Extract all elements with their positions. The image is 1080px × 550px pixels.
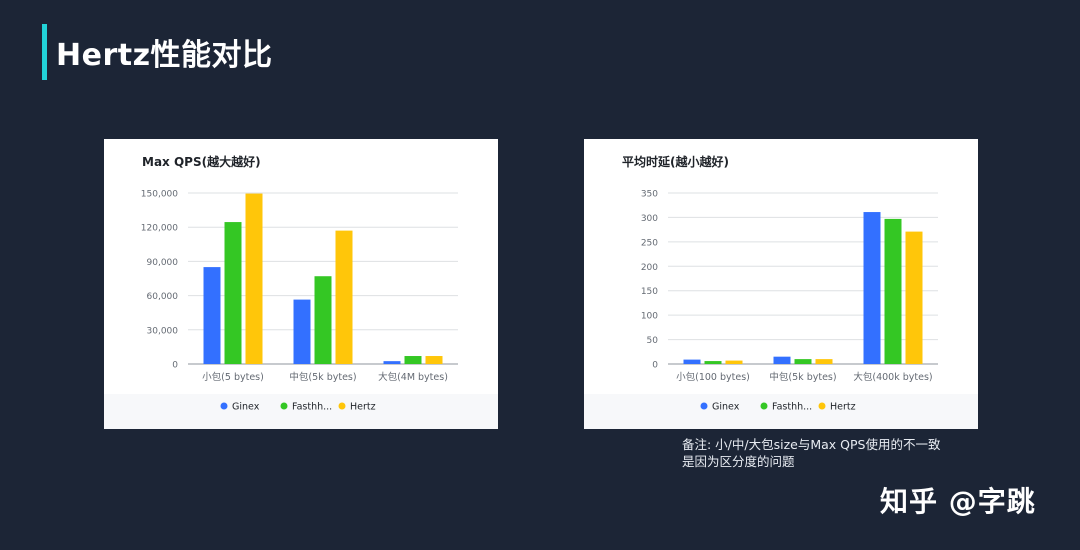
x-tick-label: 大包(4M bytes): [378, 371, 448, 383]
bar: [905, 231, 923, 364]
bar: [245, 193, 263, 364]
bar: [773, 356, 791, 364]
legend-marker: [818, 402, 826, 410]
chart-title: Max QPS(越大越好): [142, 154, 261, 169]
footnote: 备注: 小/中/大包size与Max QPS使用的不一致 是因为区分度的问题: [682, 436, 940, 470]
y-tick-label: 90,000: [147, 258, 179, 268]
qps-chart-card: Max QPS(越大越好) 0 30,000 60,000 90,000 120,000 1…: [104, 139, 498, 429]
y-tick-label: 150,000: [141, 190, 178, 200]
y-tick-label: 0: [172, 361, 178, 371]
bar: [404, 356, 422, 364]
x-tick-label: 小包(100 bytes): [676, 371, 750, 383]
bar: [884, 218, 902, 364]
legend-marker: [760, 402, 768, 410]
y-tick-label: 0: [652, 361, 658, 371]
legend-label: Hertz: [830, 402, 856, 413]
x-tick-label: 大包(400k bytes): [853, 371, 932, 383]
watermark: 知乎 @字跳: [880, 485, 1036, 518]
y-tick-label: 120,000: [141, 224, 178, 234]
bar: [704, 361, 722, 364]
x-tick-label: 中包(5k bytes): [769, 371, 836, 383]
bar: [224, 222, 242, 364]
bar: [203, 267, 221, 364]
legend-label: Ginex: [712, 402, 740, 413]
legend-marker: [280, 402, 288, 410]
y-tick-label: 100: [641, 312, 658, 322]
x-tick-label: 小包(5 bytes): [202, 371, 264, 383]
bar: [815, 359, 833, 364]
latency-chart-card: 平均时延(越小越好) 0 50 100 150 200 250 300 350 小包(100 by…: [584, 139, 978, 429]
legend-label: Fasthh...: [292, 402, 332, 413]
legend-marker: [700, 402, 708, 410]
legend-band: [584, 394, 978, 429]
bar: [794, 359, 812, 364]
bar: [314, 276, 332, 364]
y-tick-label: 300: [641, 214, 658, 224]
title-accent-bar: [42, 24, 47, 80]
bar: [383, 361, 401, 364]
legend-label: Hertz: [350, 402, 376, 413]
footnote-line-2: 是因为区分度的问题: [682, 454, 795, 469]
y-tick-label: 250: [641, 238, 658, 248]
bar: [725, 360, 743, 364]
bar: [425, 356, 443, 364]
y-tick-label: 60,000: [147, 292, 179, 302]
y-tick-label: 200: [641, 263, 658, 273]
x-tick-label: 中包(5k bytes): [289, 371, 356, 383]
bar: [683, 359, 701, 364]
y-tick-label: 350: [641, 190, 658, 200]
qps-chart: Max QPS(越大越好) 0 30,000 60,000 90,000 120,000 1…: [104, 154, 498, 429]
bar: [293, 299, 311, 364]
chart-title: 平均时延(越小越好): [622, 154, 729, 169]
y-tick-label: 150: [641, 287, 658, 297]
bar: [335, 230, 353, 364]
legend-marker: [338, 402, 346, 410]
footnote-line-1: 备注: 小/中/大包size与Max QPS使用的不一致: [682, 437, 941, 452]
legend-label: Ginex: [232, 402, 260, 413]
bar: [863, 212, 881, 364]
legend-band: [104, 394, 498, 429]
legend-label: Fasthh...: [772, 402, 812, 413]
y-tick-label: 50: [647, 336, 659, 346]
slide-title: Hertz性能对比: [56, 38, 273, 73]
legend-marker: [220, 402, 228, 410]
latency-chart: 平均时延(越小越好) 0 50 100 150 200 250 300 350 小包(100 by…: [584, 154, 978, 429]
y-tick-label: 30,000: [147, 326, 179, 336]
